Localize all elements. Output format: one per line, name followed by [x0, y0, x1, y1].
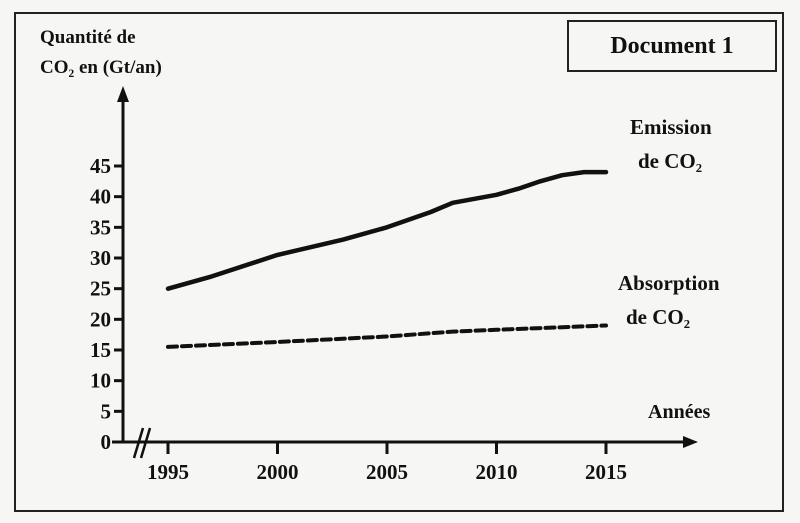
x-tick-label: 2010 [476, 460, 518, 484]
series-label: de CO₂ [626, 305, 690, 329]
y-tick-label: 10 [90, 369, 111, 393]
y-tick-label: 0 [101, 430, 112, 454]
y-axis-arrow [117, 86, 129, 102]
series-line-absorption [166, 323, 608, 349]
axis-break-mark [139, 427, 152, 459]
series-label: Emission [630, 115, 712, 139]
y-tick-label: 30 [90, 246, 111, 270]
series-line-emission [165, 169, 609, 291]
figure-frame [14, 12, 784, 512]
x-tick-label: 2000 [257, 460, 299, 484]
x-tick-label: 2005 [366, 460, 408, 484]
y-tick-label: 35 [90, 215, 111, 239]
x-tick-label: 1995 [147, 460, 189, 484]
x-tick-label: 2015 [585, 460, 627, 484]
y-tick-label: 15 [90, 338, 111, 362]
y-tick-label: 20 [90, 307, 111, 331]
axis-break-mark [132, 427, 145, 459]
x-axis-arrow [683, 436, 698, 448]
y-tick-label: 5 [101, 399, 112, 423]
y-axis-label: CO₂ en (Gt/an) [40, 57, 162, 78]
y-tick-label: 40 [90, 185, 111, 209]
document-label: Document 1 [567, 20, 777, 72]
series-label: Absorption [618, 271, 720, 295]
y-tick-label: 45 [90, 154, 111, 178]
y-axis-label: Quantité de [40, 27, 136, 48]
x-axis-label: Années [648, 401, 710, 423]
series-label: de CO₂ [638, 149, 702, 173]
y-tick-label: 25 [90, 277, 111, 301]
